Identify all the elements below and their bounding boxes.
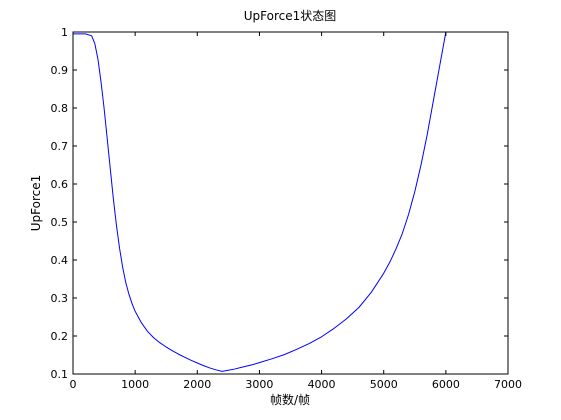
x-axis-ticks: 0 1000 2000 3000 4000 5000 6000 7000 (70, 32, 522, 391)
y-tick-label: 0.9 (51, 64, 69, 77)
series-line-0 (73, 31, 447, 372)
y-tick-label: 0.4 (51, 254, 69, 267)
x-axis-title: 帧数/帧 (270, 392, 310, 407)
data-layer (73, 31, 447, 372)
y-axis-title: UpForce1 (29, 175, 43, 232)
plot-frame (72, 31, 509, 375)
y-tick-label: 0.1 (51, 368, 69, 381)
x-tick-label: 4000 (308, 378, 336, 391)
x-tick-label: 0 (70, 378, 77, 391)
y-tick-label: 0.8 (51, 102, 69, 115)
x-tick-label: 6000 (432, 378, 460, 391)
y-tick-label: 1 (61, 26, 68, 39)
x-tick-label: 7000 (494, 378, 522, 391)
chart-title: UpForce1状态图 (244, 9, 337, 23)
y-tick-label: 0.2 (51, 330, 69, 343)
y-tick-label: 0.7 (51, 140, 69, 153)
x-tick-label: 1000 (121, 378, 149, 391)
plot-area (72, 31, 509, 375)
y-tick-label: 0.6 (51, 178, 69, 191)
y-tick-label: 0.5 (51, 216, 69, 229)
x-tick-label: 3000 (245, 378, 273, 391)
x-tick-label: 5000 (370, 378, 398, 391)
x-tick-label: 2000 (183, 378, 211, 391)
y-tick-label: 0.3 (51, 292, 69, 305)
y-axis-ticks: 0.1 0.2 0.3 0.4 0.5 0.6 0.7 0.8 0.9 1 (51, 26, 508, 381)
